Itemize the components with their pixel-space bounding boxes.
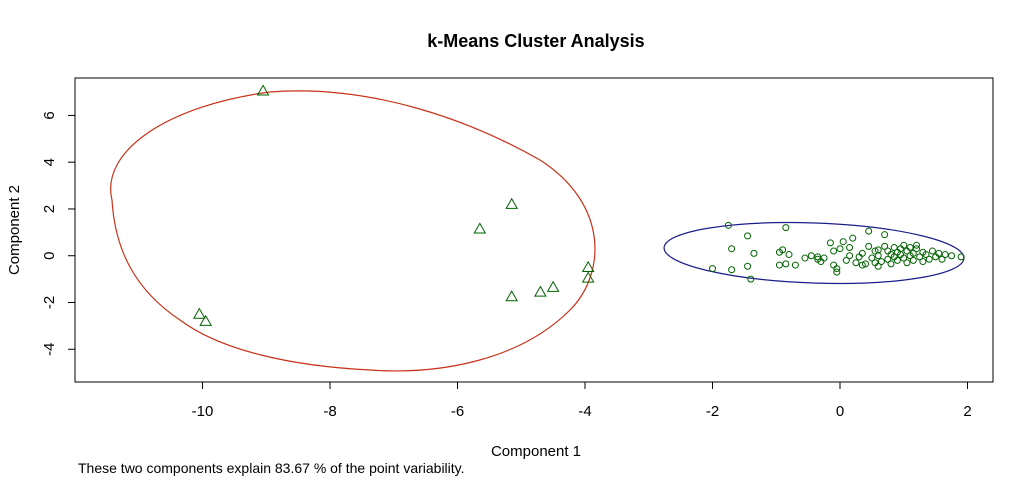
- x-tick-label: 2: [963, 403, 971, 420]
- circle-point: [833, 265, 841, 273]
- triangle-point: [546, 280, 560, 292]
- circle-point: [852, 259, 860, 267]
- circle-point: [791, 261, 799, 269]
- circle-point: [820, 254, 828, 262]
- circle-point: [957, 253, 965, 261]
- y-tick-label: 6: [41, 111, 58, 119]
- circle-point: [881, 242, 889, 250]
- circle-point: [750, 249, 758, 257]
- y-tick-label: 2: [41, 205, 58, 213]
- circle-point: [868, 254, 876, 262]
- circle-point: [862, 260, 869, 268]
- circle-point: [906, 244, 914, 252]
- circle-point: [814, 253, 822, 261]
- y-tick-label: 0: [41, 252, 58, 260]
- x-tick-label: -2: [706, 403, 719, 420]
- circle-point: [948, 252, 956, 260]
- circle-point: [865, 227, 873, 235]
- cluster-ellipses: [110, 90, 965, 372]
- circle-point: [874, 262, 882, 270]
- triangle-point: [473, 222, 487, 234]
- x-tick-label: -10: [192, 403, 214, 420]
- circle-point: [865, 242, 873, 250]
- circle-point: [775, 248, 783, 256]
- circle-point: [877, 258, 885, 266]
- circle-point: [801, 254, 809, 262]
- circle-point: [909, 256, 917, 264]
- x-tick-label: -6: [451, 403, 464, 420]
- circle-point: [913, 245, 920, 253]
- circle-point: [826, 239, 834, 247]
- circle-point: [785, 251, 793, 259]
- circle-point: [887, 260, 895, 268]
- x-axis-label: Component 1: [491, 443, 581, 460]
- circle-point: [874, 246, 882, 254]
- x-tick-label: -8: [323, 403, 336, 420]
- circle-point: [833, 268, 841, 276]
- circle-point: [919, 258, 927, 266]
- cluster-1-ellipse: [110, 90, 596, 372]
- circle-point: [884, 255, 892, 263]
- y-tick-label: -2: [41, 296, 58, 309]
- data-points: [192, 84, 965, 326]
- circle-point: [900, 254, 908, 262]
- triangle-point: [505, 290, 519, 302]
- circle-point: [858, 249, 866, 257]
- y-axis: -4 -2 0 2 4 6: [41, 111, 76, 356]
- circle-point: [893, 256, 901, 264]
- circle-point: [858, 261, 866, 269]
- circle-point: [938, 255, 946, 263]
- circle-point: [846, 252, 854, 260]
- circle-point: [849, 234, 857, 242]
- circle-point: [941, 251, 949, 259]
- circle-point: [903, 259, 911, 267]
- x-tick-label: 0: [836, 403, 844, 420]
- y-tick-label: 4: [41, 158, 58, 166]
- x-axis: -10 -8 -6 -4 -2 0 2: [192, 381, 972, 420]
- chart-title: k-Means Cluster Analysis: [427, 31, 644, 51]
- y-axis-label: Component 2: [6, 185, 23, 275]
- circle-point: [836, 245, 844, 253]
- circle-point: [728, 266, 736, 274]
- circle-point: [935, 249, 943, 257]
- triangle-point: [199, 314, 213, 326]
- circle-point: [839, 238, 847, 246]
- triangle-point: [534, 285, 547, 297]
- y-tick-label: -4: [41, 343, 58, 356]
- circle-point: [881, 231, 889, 239]
- plot-box: [74, 77, 994, 383]
- circle-point: [782, 260, 790, 268]
- triangle-point: [505, 197, 519, 209]
- circle-point: [782, 224, 790, 232]
- circle-point: [807, 252, 815, 260]
- circle-point: [890, 244, 898, 252]
- circle-point: [709, 265, 716, 273]
- circle-point: [747, 275, 755, 283]
- circle-point: [842, 256, 850, 264]
- circle-point: [724, 221, 732, 229]
- x-tick-label: -4: [578, 403, 591, 420]
- triangle-point: [192, 307, 206, 319]
- circle-point: [744, 262, 752, 270]
- triangle-point: [581, 271, 595, 283]
- circle-point: [830, 247, 838, 255]
- circle-point: [916, 253, 924, 261]
- circle-point: [913, 241, 920, 249]
- circle-point: [871, 247, 879, 255]
- circle-point: [928, 247, 936, 255]
- triangle-point: [256, 84, 270, 96]
- circle-point: [922, 251, 930, 259]
- circle-point: [728, 245, 736, 253]
- circle-point: [909, 249, 917, 257]
- circle-point: [846, 244, 854, 252]
- circle-point: [775, 261, 783, 269]
- circle-point: [874, 252, 882, 260]
- circle-point: [744, 232, 752, 240]
- variability-caption: These two components explain 83.67 % of …: [78, 460, 465, 476]
- circle-point: [900, 241, 908, 249]
- circle-point: [925, 255, 933, 263]
